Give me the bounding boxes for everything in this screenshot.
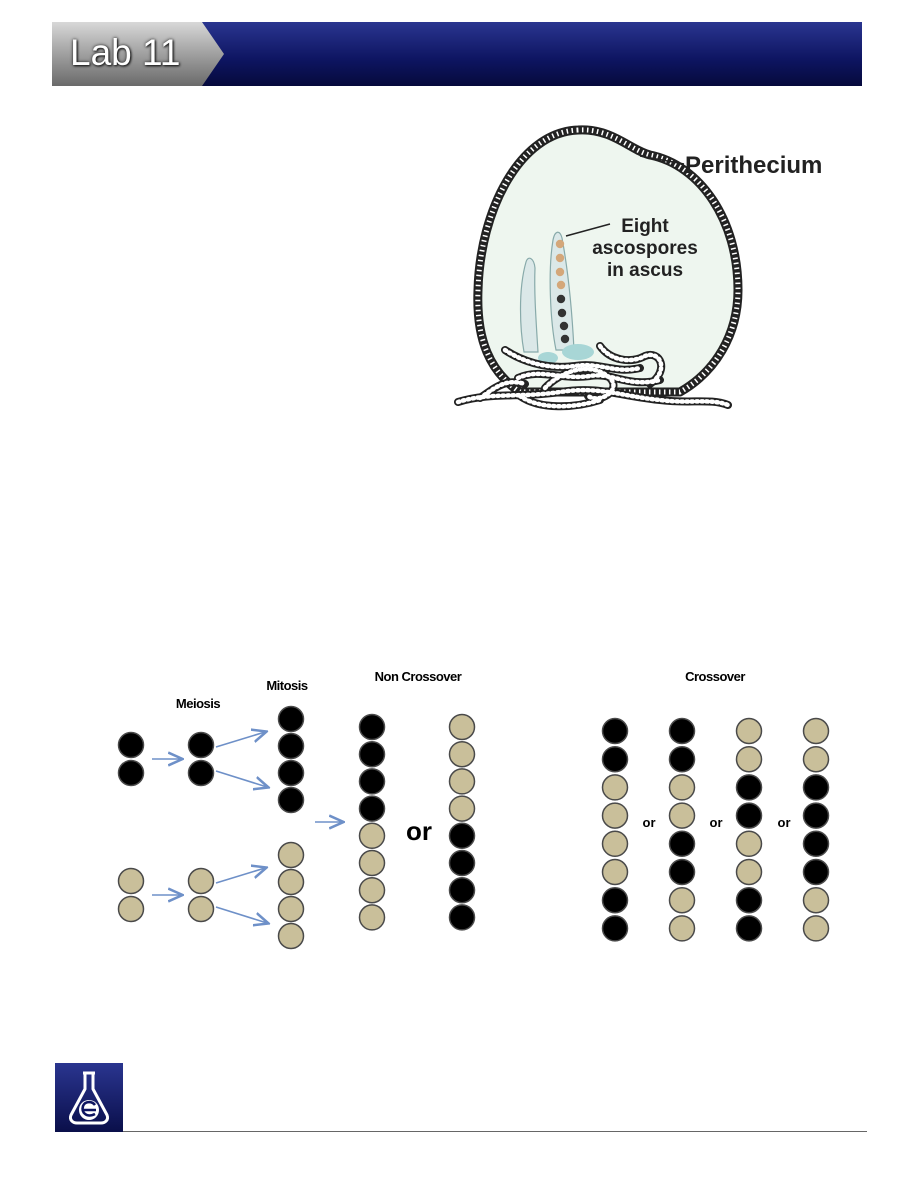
crossover-spore-tan xyxy=(601,830,629,858)
crossover-spore-black xyxy=(802,858,830,886)
ascus-leader-line xyxy=(565,223,611,237)
crossover-label: Crossover xyxy=(685,669,745,684)
non-crossover-spore-black xyxy=(358,713,386,741)
header-tab: Lab 11 xyxy=(52,22,224,86)
crossover-spore-tan xyxy=(802,717,830,745)
ascospores-label-line-1: Eight xyxy=(621,216,669,237)
crossover-spore-black xyxy=(735,802,763,829)
mitosis-spore-black xyxy=(277,759,305,787)
mitosis-spore-black xyxy=(277,786,305,814)
crossover-spore-black xyxy=(601,717,629,745)
ascospores-label-line-3: in ascus xyxy=(607,260,683,281)
non-crossover-spore-tan xyxy=(448,740,476,768)
mitosis-spore-tan xyxy=(277,841,305,869)
initial-spore-tan xyxy=(117,895,145,923)
ascospores-label-line-2: ascospores xyxy=(592,238,698,259)
non-crossover-spore-tan xyxy=(358,849,386,877)
crossover-spore-tan xyxy=(802,886,830,914)
crossover-spore-black xyxy=(802,830,830,858)
arrow-mitosis-bottom-2 xyxy=(215,906,267,923)
non-crossover-spore-black xyxy=(448,904,476,931)
crossover-spore-tan xyxy=(802,915,830,942)
mitosis-spore-tan xyxy=(277,895,305,923)
mitosis-spore-black xyxy=(277,705,305,733)
meiosis-spore-tan xyxy=(187,867,215,895)
non-crossover-spore-black xyxy=(448,876,476,904)
initial-spore-black xyxy=(117,731,145,759)
arrow-mitosis-bottom-1 xyxy=(215,868,265,884)
or-small-label-3: or xyxy=(778,815,791,830)
perithecium-illustration: Perithecium Eight ascospores in ascus xyxy=(440,125,822,434)
non-crossover-spore-black xyxy=(358,768,386,795)
perithecium-leader-line xyxy=(639,155,685,165)
crossover-spore-tan xyxy=(601,774,629,801)
crossover-spore-tan xyxy=(735,745,763,773)
page-title: Lab 11 xyxy=(70,32,181,73)
crossover-spore-black xyxy=(802,774,830,801)
crossover-spore-tan xyxy=(802,745,830,773)
crossover-spore-black xyxy=(735,774,763,801)
perithecium-label: Perithecium xyxy=(685,152,822,179)
non-crossover-spore-tan xyxy=(358,822,386,850)
or-big-label: or xyxy=(406,816,432,846)
crossover-spore-tan xyxy=(735,830,763,858)
crossover-spore-black xyxy=(668,830,696,858)
meiosis-label: Meiosis xyxy=(176,696,220,711)
arrow-mitosis-top-1 xyxy=(215,732,265,748)
spore-group xyxy=(117,705,830,950)
or-small-label-1: or xyxy=(643,815,656,830)
initial-spore-black xyxy=(117,759,145,787)
crossover-spore-black xyxy=(601,915,629,942)
empty-ascus xyxy=(519,257,539,353)
meiosis-spore-tan xyxy=(187,895,215,923)
non-crossover-label: Non Crossover xyxy=(375,669,462,684)
non-crossover-spore-black xyxy=(358,740,386,768)
non-crossover-spore-tan xyxy=(358,904,386,931)
mitosis-spore-black xyxy=(277,732,305,760)
crossover-spore-black xyxy=(668,745,696,773)
non-crossover-spore-tan xyxy=(448,768,476,795)
crossover-spore-tan xyxy=(735,858,763,886)
crossover-spore-tan xyxy=(668,915,696,942)
or-small-label-2: or xyxy=(710,815,723,830)
crossover-spore-tan xyxy=(668,886,696,914)
non-crossover-spore-tan xyxy=(448,713,476,741)
non-crossover-spore-black xyxy=(358,795,386,822)
crossover-spore-tan xyxy=(668,802,696,829)
flask-logo xyxy=(55,1063,123,1132)
non-crossover-spore-black xyxy=(448,849,476,877)
crossover-spore-black xyxy=(601,886,629,914)
crossover-spore-black xyxy=(735,886,763,914)
non-crossover-spore-black xyxy=(448,822,476,850)
crossover-spore-black xyxy=(802,802,830,829)
mitosis-spore-tan xyxy=(277,868,305,896)
non-crossover-spore-tan xyxy=(448,795,476,822)
crossover-spore-black xyxy=(735,915,763,942)
footer-rule xyxy=(123,1131,867,1132)
meiosis-spore-black xyxy=(187,731,215,759)
crossover-spore-black xyxy=(601,745,629,773)
crossover-spore-tan xyxy=(668,774,696,801)
crossover-spore-tan xyxy=(601,858,629,886)
crossover-spore-tan xyxy=(601,802,629,829)
crossover-spore-tan xyxy=(735,717,763,745)
mitosis-label: Mitosis xyxy=(266,678,308,693)
ascus-with-spores xyxy=(549,231,575,351)
crossover-spore-black xyxy=(668,858,696,886)
crossover-spore-black xyxy=(668,717,696,745)
meiosis-spore-black xyxy=(187,759,215,787)
non-crossover-spore-tan xyxy=(358,876,386,904)
initial-spore-tan xyxy=(117,867,145,895)
mitosis-spore-tan xyxy=(277,922,305,950)
arrow-mitosis-top-2 xyxy=(215,770,267,787)
